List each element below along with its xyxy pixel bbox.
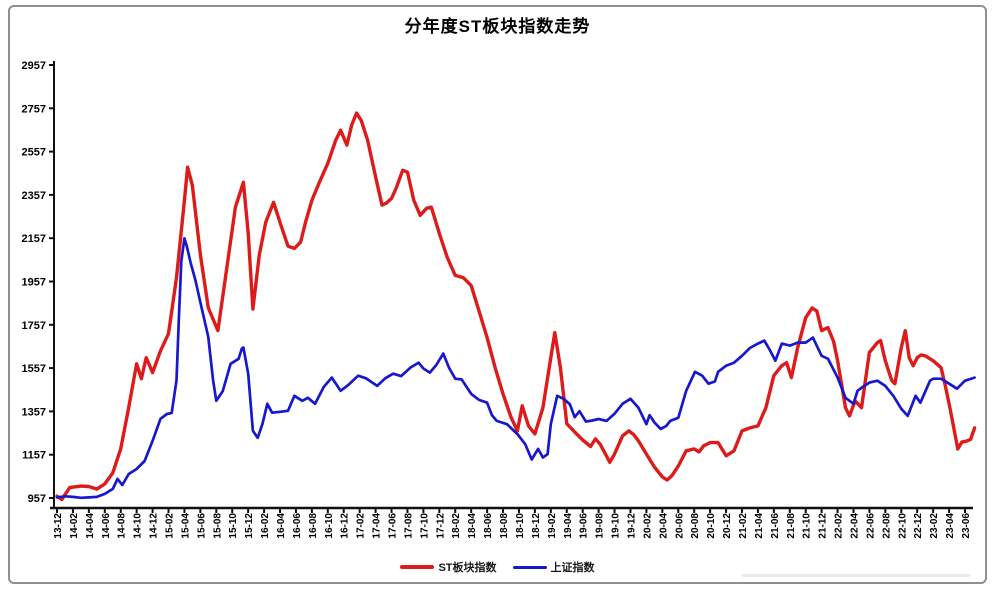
- x-tick-label: 20-12: [722, 513, 733, 539]
- y-tick-label: 1557: [22, 363, 46, 375]
- x-tick-label: 22-06: [865, 513, 876, 539]
- x-tick-label: 20-02: [642, 513, 653, 539]
- x-tick-label: 17-08: [403, 513, 414, 539]
- x-tick-label: 21-04: [754, 513, 765, 539]
- x-tick-label: 16-06: [292, 513, 303, 539]
- y-tick-label: 2557: [22, 147, 46, 159]
- x-tick-label: 16-04: [276, 513, 287, 539]
- x-tick-label: 13-12: [53, 513, 64, 539]
- x-tick-label: 20-08: [690, 513, 701, 539]
- x-tick-label: 17-10: [419, 513, 430, 539]
- legend-swatch-sse-line-icon: [512, 565, 547, 569]
- x-tick-label: 21-12: [818, 513, 829, 539]
- x-tick-label: 15-04: [180, 513, 191, 539]
- x-tick-label: 19-10: [611, 513, 622, 539]
- y-tick-label: 2957: [22, 60, 46, 72]
- y-tick-label: 1157: [22, 450, 46, 462]
- x-tick-label: 21-02: [738, 513, 749, 539]
- x-tick-label: 19-06: [579, 513, 590, 539]
- y-tick-label: 1757: [22, 320, 46, 332]
- x-tick-label: 19-08: [595, 513, 606, 539]
- x-tick-label: 21-06: [770, 513, 781, 539]
- x-tick-label: 22-04: [849, 513, 860, 539]
- x-tick-label: 23-02: [929, 513, 940, 539]
- x-tick-label: 19-12: [626, 513, 637, 539]
- x-tick-label: 15-08: [212, 513, 223, 539]
- x-tick-label: 21-08: [786, 513, 797, 539]
- x-tick-label: 20-06: [674, 513, 685, 539]
- x-tick-label: 18-06: [483, 513, 494, 539]
- x-tick-label: 16-12: [340, 513, 351, 539]
- x-tick-label: 18-04: [467, 513, 478, 539]
- x-tick-label: 21-10: [802, 513, 813, 539]
- x-tick-label: 14-10: [133, 513, 144, 539]
- x-tick-label: 17-02: [356, 513, 367, 539]
- x-tick-label: 15-12: [244, 513, 255, 539]
- x-tick-label: 22-02: [834, 513, 845, 539]
- y-tick-label: 1357: [22, 406, 46, 418]
- x-tick-label: 17-04: [372, 513, 383, 539]
- watermark-smudge: [742, 574, 970, 577]
- legend: ST板块指数 上证指数: [0, 559, 995, 575]
- y-tick-label: 2357: [22, 190, 46, 202]
- y-tick-label: 2157: [22, 233, 46, 245]
- x-tick-label: 15-02: [165, 513, 176, 539]
- x-tick-label: 14-04: [85, 513, 96, 539]
- x-tick-label: 16-08: [308, 513, 319, 539]
- y-tick-label: 1957: [22, 277, 46, 289]
- x-tick-label: 15-06: [196, 513, 207, 539]
- legend-label-sse: 上证指数: [550, 562, 595, 574]
- st-board-index-line: [55, 111, 977, 502]
- x-tick-label: 16-10: [324, 513, 335, 539]
- y-tick-label: 2757: [22, 103, 46, 115]
- x-tick-label: 14-08: [117, 513, 128, 539]
- x-tick-label: 23-06: [961, 513, 972, 539]
- x-tick-label: 14-12: [149, 513, 160, 539]
- x-tick-label: 19-02: [547, 513, 558, 539]
- x-tick-label: 23-04: [945, 513, 956, 539]
- y-tick-label: 957: [28, 493, 46, 505]
- legend-item-st: ST板块指数: [400, 559, 497, 575]
- x-tick-label: 18-10: [515, 513, 526, 539]
- x-tick-label: 20-04: [658, 513, 669, 539]
- x-tick-label: 19-04: [563, 513, 574, 539]
- x-tick-label: 14-02: [69, 513, 80, 539]
- legend-swatch-st-line-icon: [400, 565, 435, 569]
- x-tick-label: 17-12: [435, 513, 446, 539]
- x-tick-label: 22-08: [881, 513, 892, 539]
- legend-label-st: ST板块指数: [438, 562, 497, 574]
- x-tick-label: 18-08: [499, 513, 510, 539]
- chart-border-frame: [8, 5, 987, 584]
- legend-item-sse: 上证指数: [512, 559, 595, 575]
- x-tick-label: 14-06: [101, 513, 112, 539]
- sse-composite-index-line: [55, 237, 976, 500]
- x-tick-label: 15-10: [228, 513, 239, 539]
- chart-title: 分年度ST板块指数走势: [404, 17, 591, 36]
- x-tick-label: 17-06: [388, 513, 399, 539]
- x-tick-label: 16-02: [260, 513, 271, 539]
- x-tick-label: 20-10: [706, 513, 717, 539]
- x-tick-label: 22-12: [913, 513, 924, 539]
- x-tick-label: 18-02: [451, 513, 462, 539]
- x-tick-label: 22-10: [897, 513, 908, 539]
- x-tick-label: 18-12: [531, 513, 542, 539]
